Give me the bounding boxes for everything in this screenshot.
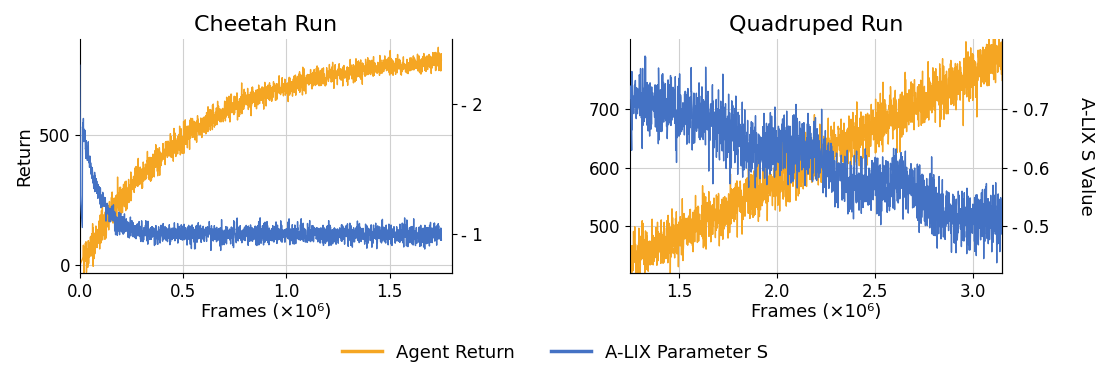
Title: Quadruped Run: Quadruped Run [729, 15, 904, 35]
Title: Cheetah Run: Cheetah Run [194, 15, 337, 35]
Y-axis label: A-LIX S Value: A-LIX S Value [1077, 97, 1094, 215]
X-axis label: Frames (×10⁶): Frames (×10⁶) [201, 304, 331, 321]
Legend: Agent Return, A-LIX Parameter S: Agent Return, A-LIX Parameter S [334, 336, 776, 369]
Y-axis label: Return: Return [16, 126, 33, 186]
X-axis label: Frames (×10⁶): Frames (×10⁶) [751, 304, 881, 321]
